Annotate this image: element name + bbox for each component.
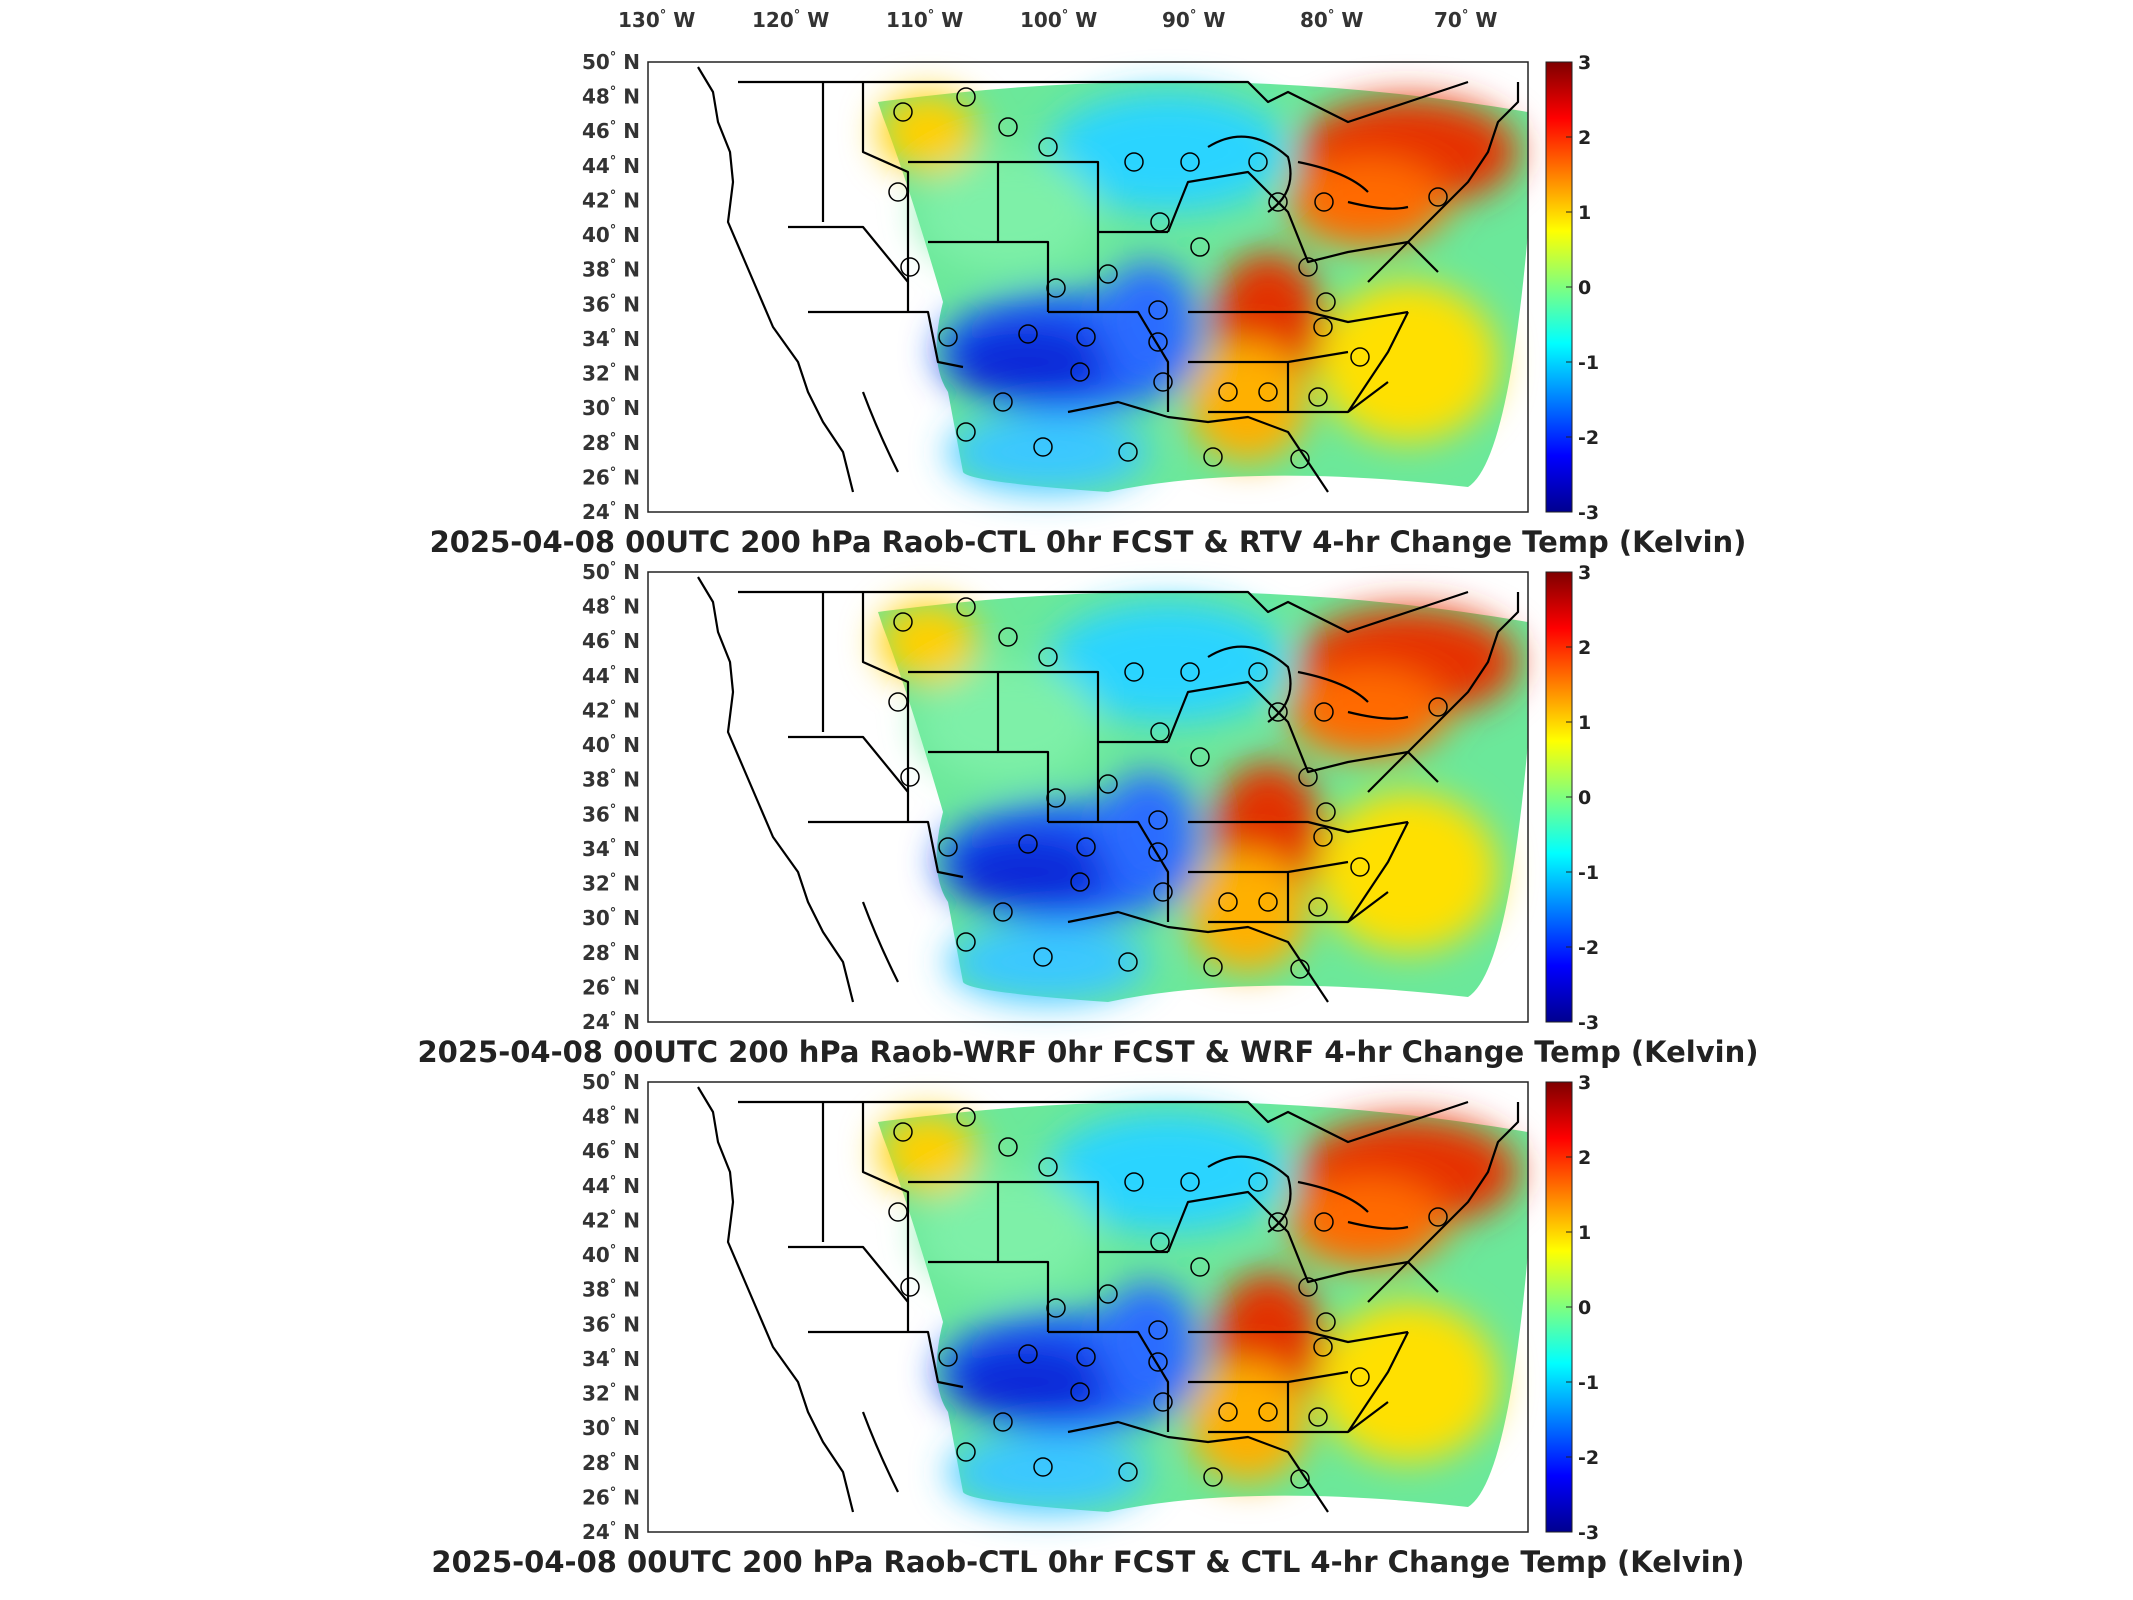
map-panel-3	[647, 1081, 1529, 1533]
lat-label-34: 34° N	[582, 837, 640, 861]
lat-label-44: 44° N	[582, 664, 640, 688]
lat-label-48: 48° N	[582, 1105, 640, 1129]
lat-label-24: 24° N	[582, 1520, 640, 1544]
lat-label-36: 36° N	[582, 1312, 640, 1336]
lat-label-44: 44° N	[582, 154, 640, 178]
colorbar-tick-label: 3	[1578, 52, 1591, 74]
lat-label-28: 28° N	[582, 941, 640, 965]
colorbar-tick-label: -2	[1578, 1447, 1599, 1469]
lat-label-28: 28° N	[582, 1451, 640, 1475]
lat-label-36: 36° N	[582, 292, 640, 316]
map-panel-2	[647, 571, 1529, 1023]
lat-label-34: 34° N	[582, 327, 640, 351]
lat-label-46: 46° N	[582, 119, 640, 143]
colorbar-tick-label: -2	[1578, 937, 1599, 959]
colorbar-tick-label: -1	[1578, 862, 1599, 884]
colorbar-tick-label: 2	[1578, 1147, 1591, 1169]
colorbar-tick-label: -1	[1578, 1372, 1599, 1394]
colorbar-tick-label: 0	[1578, 1297, 1591, 1319]
lat-label-48: 48° N	[582, 85, 640, 109]
lon-label-70: 70° W	[1434, 8, 1497, 32]
longitude-axis: 130° W 120° W 110° W 100° W 90° W 80° W …	[618, 8, 1497, 32]
lat-label-44: 44° N	[582, 1174, 640, 1198]
lat-label-26: 26° N	[582, 975, 640, 999]
lat-axis-panel-3: 50° N 48° N 46° N 44° N 42° N 40° N 38° N 36° N…	[582, 1070, 640, 1544]
colorbar-tick-label: 0	[1578, 787, 1591, 809]
lon-label-90: 90° W	[1162, 8, 1225, 32]
lat-label-30: 30° N	[582, 396, 640, 420]
lat-label-32: 32° N	[582, 362, 640, 386]
lat-label-50: 50° N	[582, 50, 640, 74]
lat-axis-panel-1: 50° N 48° N 46° N 44° N 42° N 40° N 38° N 36° N…	[582, 50, 640, 524]
panel-title-2: 2025-04-08 00UTC 200 hPa Raob-WRF 0hr FC…	[417, 1035, 1758, 1069]
lat-label-50: 50° N	[582, 1070, 640, 1094]
lon-label-110: 110° W	[886, 8, 963, 32]
panel-title-1: 2025-04-08 00UTC 200 hPa Raob-CTL 0hr FC…	[430, 525, 1747, 559]
colorbar-tick-label: 2	[1578, 637, 1591, 659]
colorbar-panel-3: 3 2 1 0 -1 -2 -3	[1545, 1072, 1599, 1544]
colorbar-tick-label: 1	[1578, 202, 1591, 224]
lat-label-30: 30° N	[582, 906, 640, 930]
panel-title-3: 2025-04-08 00UTC 200 hPa Raob-CTL 0hr FC…	[431, 1545, 1744, 1579]
colorbar-tick-label: 2	[1578, 127, 1591, 149]
colorbar-tick-label: 0	[1578, 277, 1591, 299]
lat-label-32: 32° N	[582, 1382, 640, 1406]
colorbar-tick-label: 3	[1578, 562, 1591, 584]
colorbar-panel-2: 3 2 1 0 -1 -2 -3	[1545, 562, 1599, 1034]
map-frame	[647, 1081, 1529, 1533]
colorbar-panel-1: 3 2 1 0 -1 -2 -3	[1545, 52, 1599, 524]
lat-label-26: 26° N	[582, 465, 640, 489]
colorbar-tick-label: 1	[1578, 712, 1591, 734]
lat-label-30: 30° N	[582, 1416, 640, 1440]
lat-label-28: 28° N	[582, 431, 640, 455]
lat-label-26: 26° N	[582, 1485, 640, 1509]
lon-label-130: 130° W	[618, 8, 695, 32]
lat-label-24: 24° N	[582, 1010, 640, 1034]
lat-label-38: 38° N	[582, 1278, 640, 1302]
lat-label-40: 40° N	[582, 1243, 640, 1267]
colorbar-tick-label: -3	[1578, 1012, 1599, 1034]
colorbar-tick-label: 3	[1578, 1072, 1591, 1094]
lat-label-42: 42° N	[582, 1208, 640, 1232]
lat-label-42: 42° N	[582, 188, 640, 212]
lat-label-36: 36° N	[582, 802, 640, 826]
lon-label-100: 100° W	[1020, 8, 1097, 32]
lat-label-38: 38° N	[582, 768, 640, 792]
lat-label-48: 48° N	[582, 595, 640, 619]
colorbar-tick-label: -2	[1578, 427, 1599, 449]
lat-label-42: 42° N	[582, 698, 640, 722]
lat-label-34: 34° N	[582, 1347, 640, 1371]
lat-label-38: 38° N	[582, 258, 640, 282]
lat-axis-panel-2: 50° N 48° N 46° N 44° N 42° N 40° N 38° N 36° N…	[582, 560, 640, 1034]
map-panel-1	[647, 61, 1529, 513]
colorbar-tick-label: -1	[1578, 352, 1599, 374]
lat-label-40: 40° N	[582, 733, 640, 757]
colorbar-tick-label: -3	[1578, 1522, 1599, 1544]
colorbar-tick-label: -3	[1578, 502, 1599, 524]
lat-label-50: 50° N	[582, 560, 640, 584]
lon-label-80: 80° W	[1300, 8, 1363, 32]
lon-label-120: 120° W	[752, 8, 829, 32]
lat-label-24: 24° N	[582, 500, 640, 524]
map-frame	[647, 61, 1529, 513]
lat-label-40: 40° N	[582, 223, 640, 247]
lat-label-46: 46° N	[582, 629, 640, 653]
lat-label-32: 32° N	[582, 872, 640, 896]
map-frame	[647, 571, 1529, 1023]
colorbar-tick-label: 1	[1578, 1222, 1591, 1244]
lat-label-46: 46° N	[582, 1139, 640, 1163]
